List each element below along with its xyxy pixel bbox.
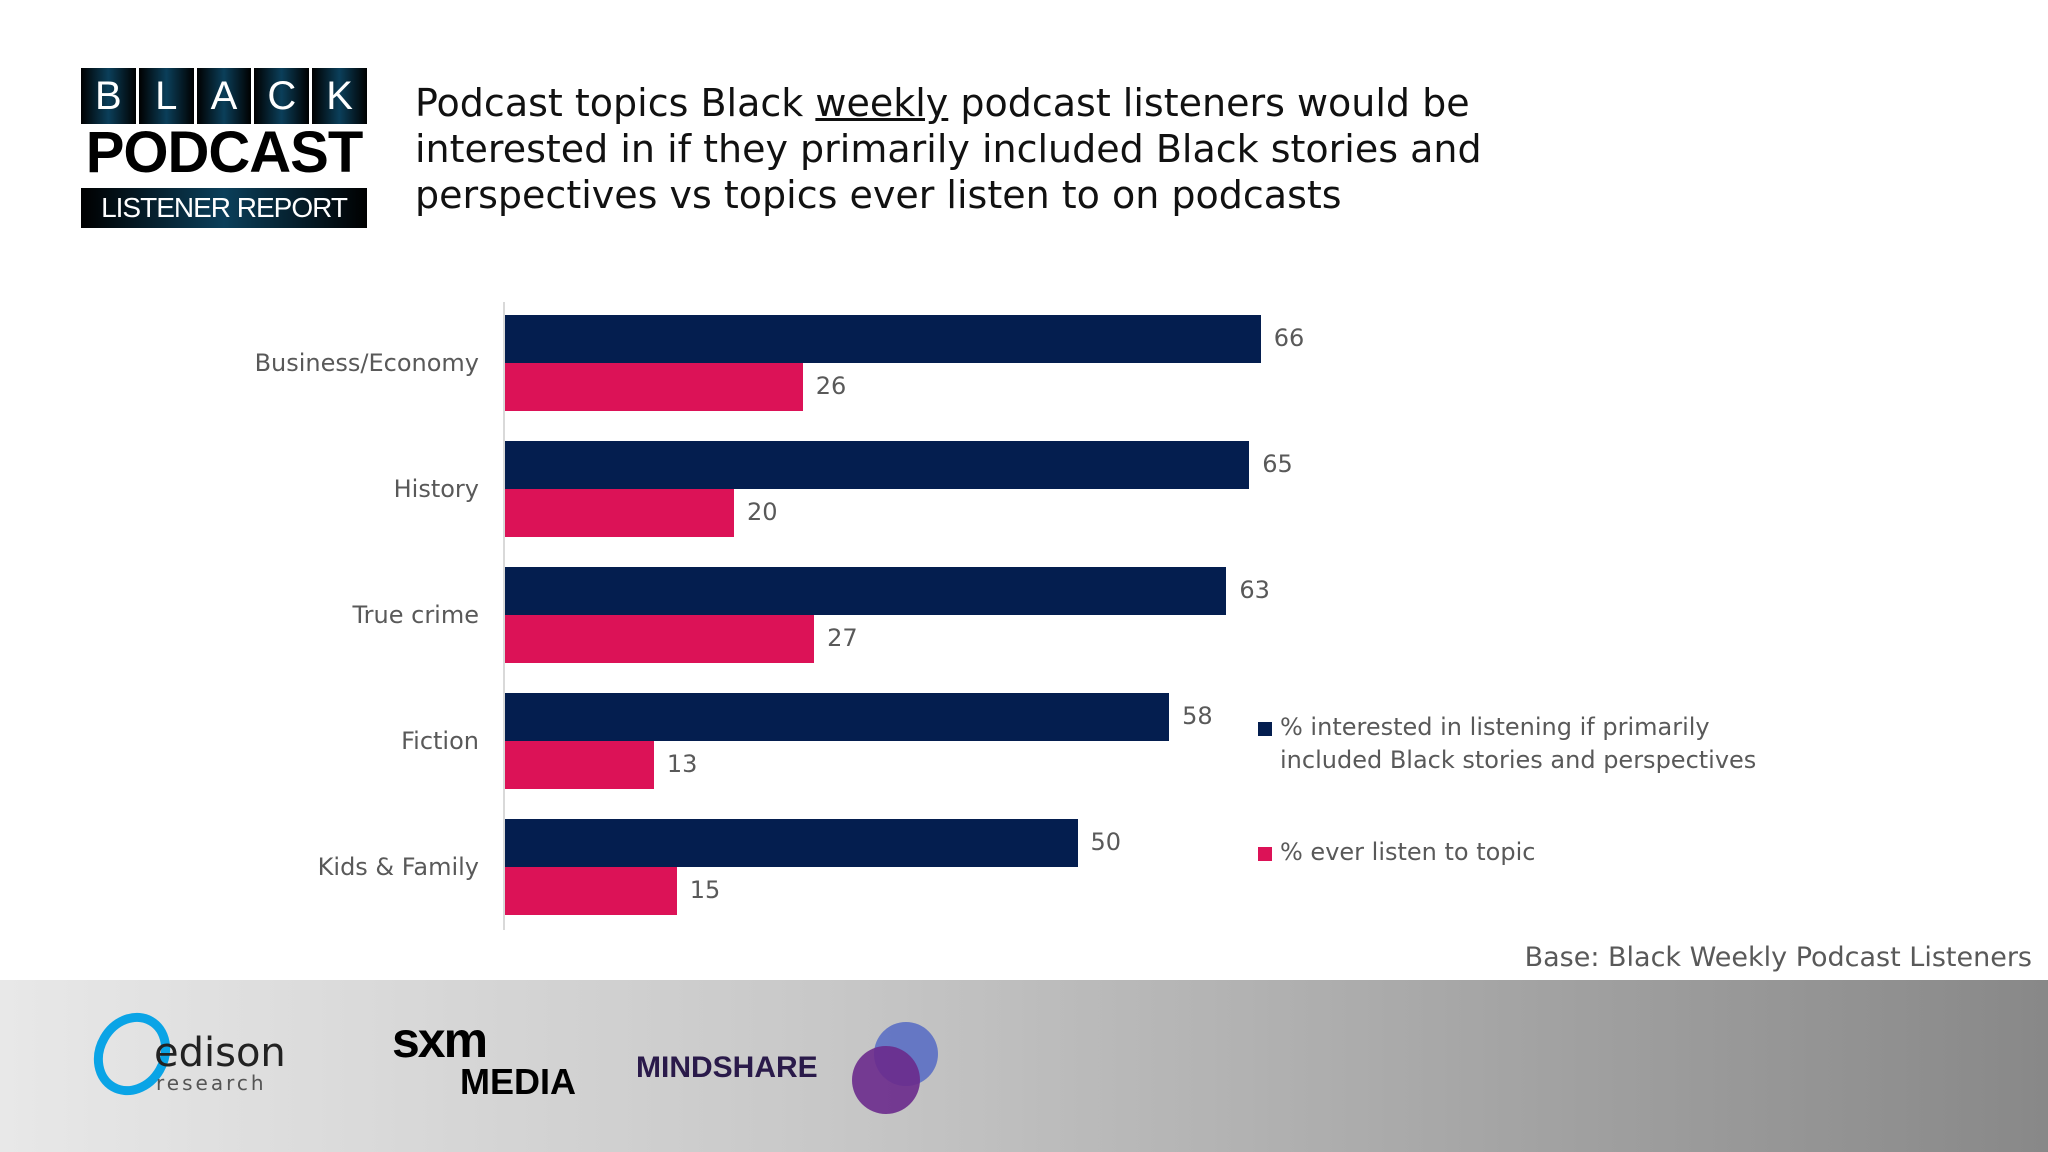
sxm-media-logo: sxm MEDIA [392, 1012, 576, 1102]
bar [505, 441, 1250, 489]
bar [505, 867, 677, 915]
data-label: 26 [815, 372, 847, 400]
data-label: 20 [747, 498, 778, 526]
logo-letter: B [81, 68, 136, 124]
legend-swatch [1258, 722, 1272, 736]
data-label: 65 [1262, 450, 1293, 478]
data-label: 13 [666, 750, 698, 778]
footer [0, 980, 2048, 1152]
category-label: True crime [352, 601, 479, 629]
legend-item-interested: % interested in listening if primarily i… [1258, 711, 1800, 777]
bar [505, 615, 815, 663]
y-axis-line [503, 302, 505, 930]
base-note: Base: Black Weekly Podcast Listeners [1524, 942, 2032, 973]
category-label: Kids & Family [317, 853, 479, 881]
bar [505, 741, 654, 789]
logo-report: LISTENER REPORT 2021 [81, 188, 367, 263]
page-title: Podcast topics Black weekly podcast list… [415, 81, 1482, 217]
mindshare-logo: MINDSHARE [636, 1020, 946, 1119]
edison-research-logo: edison research [92, 1012, 302, 1106]
svg-text:research: research [156, 1071, 267, 1095]
category-label: Fiction [401, 727, 479, 755]
data-label: 58 [1182, 702, 1213, 730]
data-label: 50 [1090, 828, 1122, 856]
svg-text:MINDSHARE: MINDSHARE [636, 1051, 818, 1084]
legend-item-ever-listen: % ever listen to topic [1258, 836, 1800, 869]
bar [505, 315, 1261, 363]
svg-text:edison: edison [154, 1030, 286, 1076]
logo-letter: A [196, 68, 252, 124]
category-label: Business/Economy [254, 349, 479, 377]
data-label: 66 [1273, 324, 1305, 352]
logo-letter: C [254, 68, 310, 124]
bar [505, 363, 803, 411]
bar [505, 567, 1227, 615]
logo-letter: L [138, 68, 194, 124]
data-label: 15 [689, 876, 721, 904]
legend-swatch [1258, 847, 1272, 861]
data-label: 63 [1239, 576, 1270, 604]
bar [505, 489, 734, 537]
category-label: History [393, 475, 479, 503]
bar [505, 693, 1170, 741]
logo-letter: K [312, 68, 367, 124]
bar [505, 819, 1078, 867]
logo-podcast: PODCAST [85, 120, 364, 185]
data-label: 27 [827, 624, 858, 652]
